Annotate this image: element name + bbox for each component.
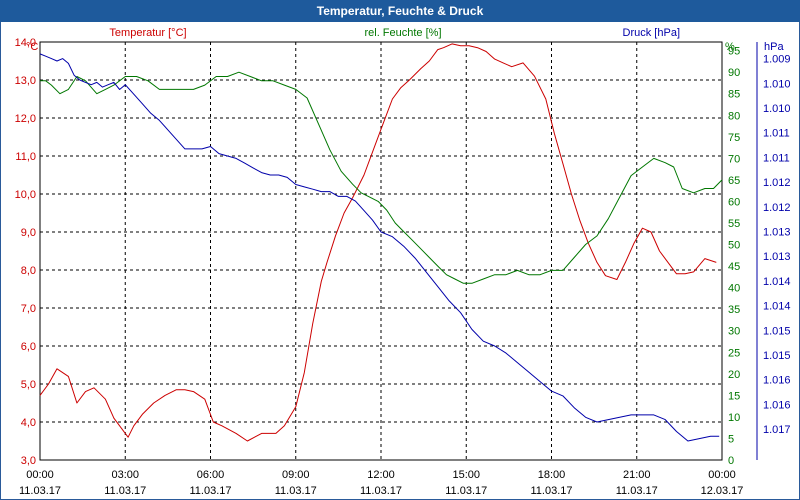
x-tick-date: 11.03.17 — [445, 485, 487, 497]
x-tick-date: 11.03.17 — [616, 485, 658, 497]
y-tick-temperature: 6,0 — [21, 341, 36, 353]
y-tick-humidity: 5 — [728, 433, 734, 445]
temperature-unit: °C — [26, 41, 38, 53]
y-tick-pressure: 1.016 — [763, 375, 791, 387]
x-tick-date: 11.03.17 — [19, 485, 61, 497]
y-tick-temperature: 9,0 — [21, 227, 36, 239]
y-tick-humidity: 0 — [728, 455, 734, 467]
y-tick-pressure: 1.010 — [763, 78, 791, 90]
y-tick-humidity: 65 — [728, 175, 740, 187]
y-tick-pressure: 1.015 — [763, 350, 791, 362]
y-tick-humidity: 75 — [728, 132, 740, 144]
y-tick-pressure: 1.011 — [763, 128, 790, 140]
y-tick-temperature: 3,0 — [21, 455, 36, 467]
x-tick-date: 11.03.17 — [275, 485, 317, 497]
x-tick-date: 11.03.17 — [104, 485, 146, 497]
y-tick-pressure: 1.012 — [763, 202, 791, 214]
y-tick-pressure: 1.010 — [763, 103, 791, 115]
y-tick-humidity: 10 — [728, 412, 740, 424]
y-tick-humidity: 30 — [728, 326, 740, 338]
temperature-axis-label: Temperatur [°C] — [109, 27, 186, 39]
y-tick-humidity: 20 — [728, 369, 740, 381]
y-tick-humidity: 15 — [728, 390, 740, 402]
y-tick-pressure: 1.014 — [763, 276, 791, 288]
plot-frame — [39, 41, 723, 461]
x-tick-time: 00:00 — [708, 469, 736, 481]
y-tick-pressure: 1.016 — [763, 399, 791, 411]
y-tick-humidity: 70 — [728, 153, 740, 165]
x-tick-time: 12:00 — [367, 469, 395, 481]
y-tick-temperature: 13,0 — [15, 75, 36, 87]
x-tick-date: 11.03.17 — [360, 485, 402, 497]
x-tick-time: 09:00 — [282, 469, 310, 481]
series-line-temperature — [39, 43, 717, 442]
chart-title: Temperatur, Feuchte & Druck — [0, 0, 800, 22]
y-tick-humidity: 50 — [728, 240, 740, 252]
x-tick-date: 12.03.17 — [701, 485, 744, 497]
y-tick-pressure: 1.012 — [763, 177, 791, 189]
y-tick-temperature: 10,0 — [15, 189, 36, 201]
x-tick-time: 15:00 — [452, 469, 480, 481]
humidity-unit: % — [725, 41, 735, 53]
humidity-axis-label: rel. Feuchte [%] — [364, 27, 441, 39]
y-tick-temperature: 14,0 — [15, 37, 36, 49]
x-tick-date: 11.03.17 — [189, 485, 231, 497]
x-tick-time: 00:00 — [26, 469, 54, 481]
y-tick-humidity: 55 — [728, 218, 740, 230]
pressure-axis-label: Druck [hPa] — [623, 27, 680, 39]
y-tick-pressure: 1.011 — [763, 152, 790, 164]
y-tick-pressure: 1.013 — [763, 227, 791, 239]
y-tick-humidity: 35 — [728, 304, 740, 316]
y-tick-temperature: 12,0 — [15, 113, 36, 125]
y-tick-humidity: 25 — [728, 347, 740, 359]
y-tick-temperature: 11,0 — [15, 151, 36, 163]
pressure-unit: hPa — [764, 41, 784, 53]
x-tick-time: 18:00 — [538, 469, 566, 481]
y-tick-pressure: 1.017 — [763, 424, 791, 436]
y-tick-temperature: 7,0 — [21, 303, 36, 315]
x-tick-time: 06:00 — [197, 469, 225, 481]
y-tick-pressure: 1.009 — [763, 54, 791, 66]
x-tick-time: 21:00 — [623, 469, 651, 481]
y-tick-humidity: 40 — [728, 283, 740, 295]
y-tick-humidity: 85 — [728, 89, 740, 101]
y-tick-temperature: 5,0 — [21, 379, 36, 391]
x-tick-date: 11.03.17 — [530, 485, 572, 497]
y-tick-pressure: 1.013 — [763, 251, 791, 263]
y-tick-pressure: 1.014 — [763, 301, 791, 313]
y-tick-humidity: 45 — [728, 261, 740, 273]
y-tick-temperature: 4,0 — [21, 417, 36, 429]
y-tick-humidity: 90 — [728, 67, 740, 79]
series-line-pressure — [39, 53, 720, 442]
y-tick-temperature: 8,0 — [21, 265, 36, 277]
y-tick-humidity: 60 — [728, 196, 740, 208]
y-tick-humidity: 80 — [728, 110, 740, 122]
grid-lines — [40, 41, 722, 460]
x-tick-time: 03:00 — [111, 469, 139, 481]
y-tick-humidity: 95 — [728, 46, 740, 58]
y-tick-pressure: 1.015 — [763, 325, 791, 337]
series-line-humidity — [40, 71, 723, 284]
